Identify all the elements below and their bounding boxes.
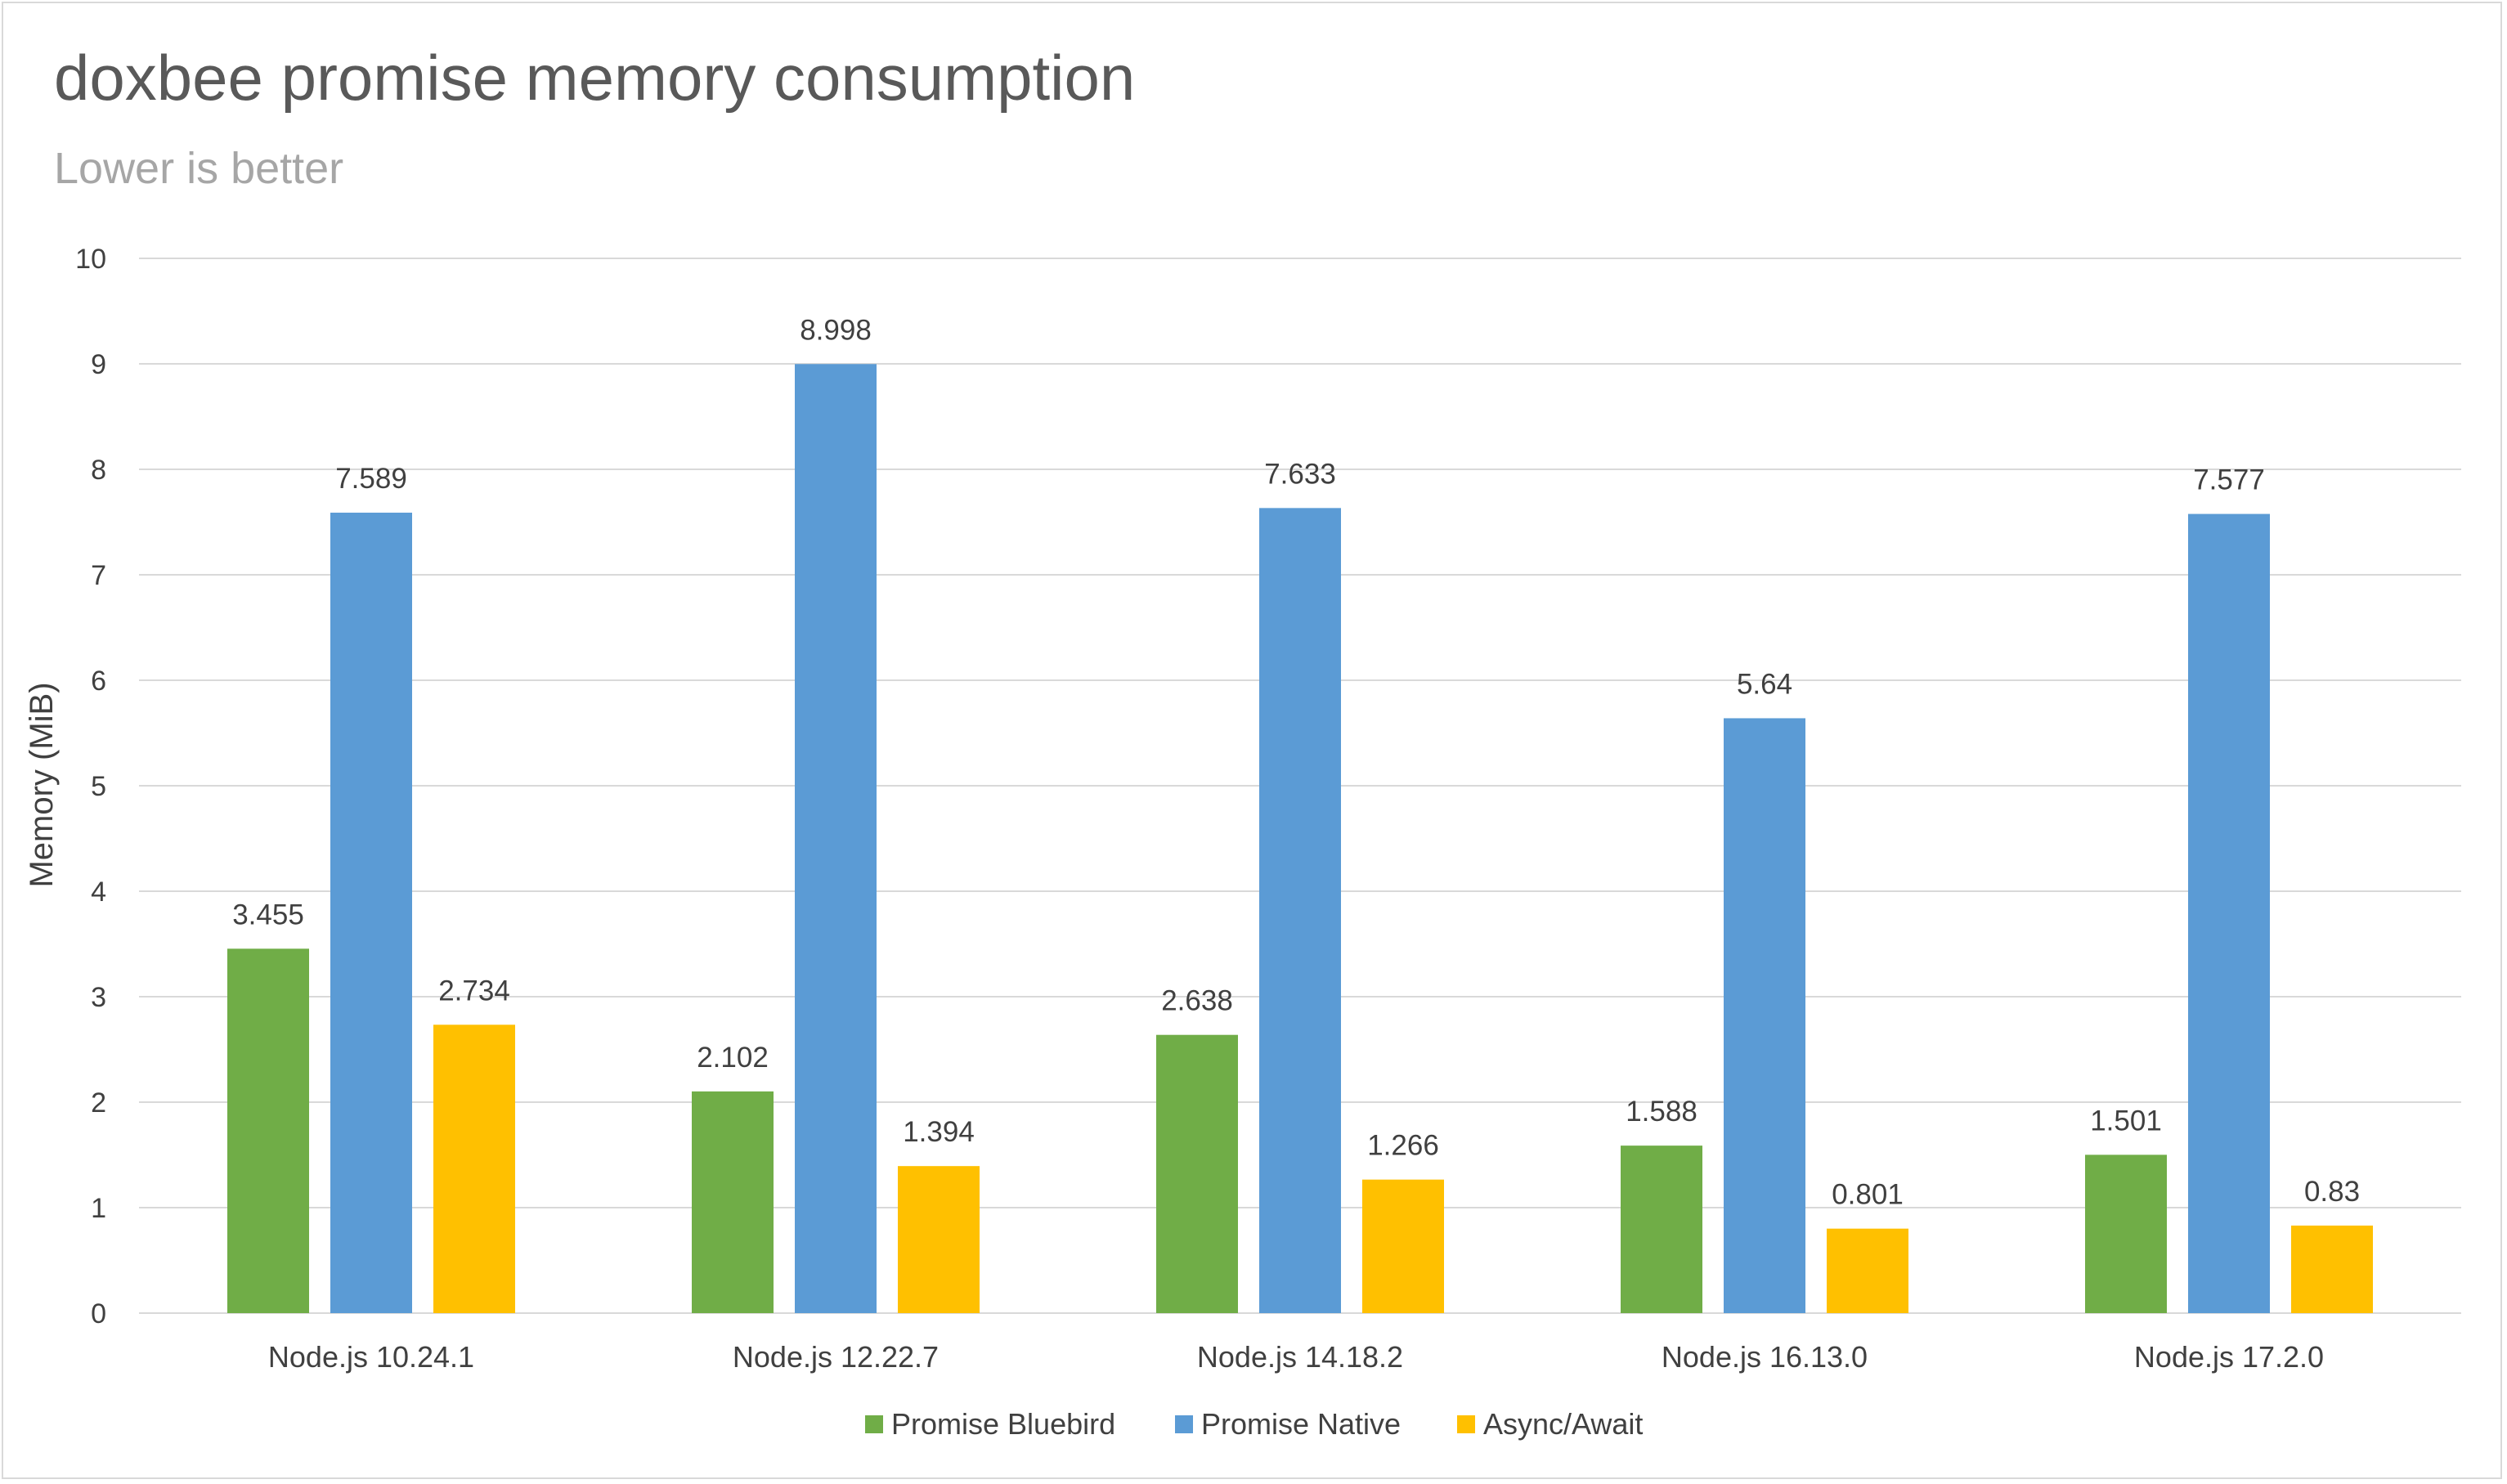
y-tick-label: 8 xyxy=(91,455,106,486)
y-tick-label: 0 xyxy=(91,1298,106,1329)
bar xyxy=(1724,718,1805,1313)
y-tick-label: 2 xyxy=(91,1087,106,1119)
y-axis-ticks: 0 1 2 3 4 5 6 7 8 9 10 xyxy=(75,244,106,1329)
x-tick-label: Node.js 10.24.1 xyxy=(268,1340,474,1374)
gridlines xyxy=(139,258,2461,1314)
chart-subtitle: Lower is better xyxy=(54,144,343,193)
bar xyxy=(1362,1179,1444,1313)
legend-swatch xyxy=(1175,1415,1193,1433)
bar xyxy=(1827,1228,1908,1313)
x-tick-label: Node.js 17.2.0 xyxy=(2134,1340,2324,1374)
data-label: 0.801 xyxy=(1832,1179,1904,1211)
chart-title: doxbee promise memory consumption xyxy=(54,42,1135,114)
bar xyxy=(692,1091,774,1313)
y-tick-label: 9 xyxy=(91,349,106,380)
data-label: 2.102 xyxy=(697,1042,769,1074)
bar xyxy=(795,364,877,1313)
data-label: 7.633 xyxy=(1264,458,1336,490)
legend-swatch xyxy=(865,1415,883,1433)
legend-label: Promise Native xyxy=(1201,1407,1401,1441)
y-tick-label: 5 xyxy=(91,771,106,802)
data-label: 7.577 xyxy=(2193,464,2265,496)
bar xyxy=(898,1166,980,1313)
bar xyxy=(433,1024,515,1313)
data-label: 8.998 xyxy=(800,314,872,346)
data-label: 1.501 xyxy=(2090,1105,2162,1137)
data-label: 2.638 xyxy=(1161,985,1233,1017)
data-labels: 3.455 7.589 2.734 2.102 8.998 1.394 2.638 7.633… xyxy=(232,314,2360,1210)
data-label: 0.83 xyxy=(2304,1176,2360,1208)
bar xyxy=(1156,1034,1238,1313)
data-label: 5.64 xyxy=(1737,668,1792,700)
bar xyxy=(2291,1225,2373,1313)
data-label: 2.734 xyxy=(438,975,510,1007)
data-label: 1.266 xyxy=(1367,1130,1439,1162)
data-label: 7.589 xyxy=(335,463,407,495)
legend-label: Promise Bluebird xyxy=(891,1407,1115,1441)
x-axis-ticks: Node.js 10.24.1 Node.js 12.22.7 Node.js 14… xyxy=(268,1340,2324,1374)
bar xyxy=(1621,1146,1702,1313)
bar xyxy=(2188,513,2270,1313)
legend-label: Async/Await xyxy=(1483,1407,1643,1441)
bars xyxy=(227,364,2373,1313)
legend-swatch xyxy=(1457,1415,1475,1433)
y-axis-title: Memory (MiB) xyxy=(24,682,60,887)
bar xyxy=(2085,1154,2167,1313)
bar xyxy=(330,513,412,1313)
bar xyxy=(227,948,309,1313)
y-tick-label: 6 xyxy=(91,666,106,697)
x-tick-label: Node.js 16.13.0 xyxy=(1662,1340,1868,1374)
y-tick-label: 7 xyxy=(91,560,106,591)
x-tick-label: Node.js 12.22.7 xyxy=(733,1340,939,1374)
data-label: 3.455 xyxy=(232,899,304,930)
y-tick-label: 10 xyxy=(75,244,106,275)
y-tick-label: 4 xyxy=(91,877,106,908)
x-tick-label: Node.js 14.18.2 xyxy=(1197,1340,1403,1374)
y-tick-label: 1 xyxy=(91,1193,106,1224)
data-label: 1.394 xyxy=(903,1116,975,1148)
bar xyxy=(1259,508,1341,1313)
y-tick-label: 3 xyxy=(91,982,106,1013)
legend: Promise Bluebird Promise Native Async/Awai… xyxy=(865,1407,1643,1441)
data-label: 1.588 xyxy=(1626,1096,1697,1128)
